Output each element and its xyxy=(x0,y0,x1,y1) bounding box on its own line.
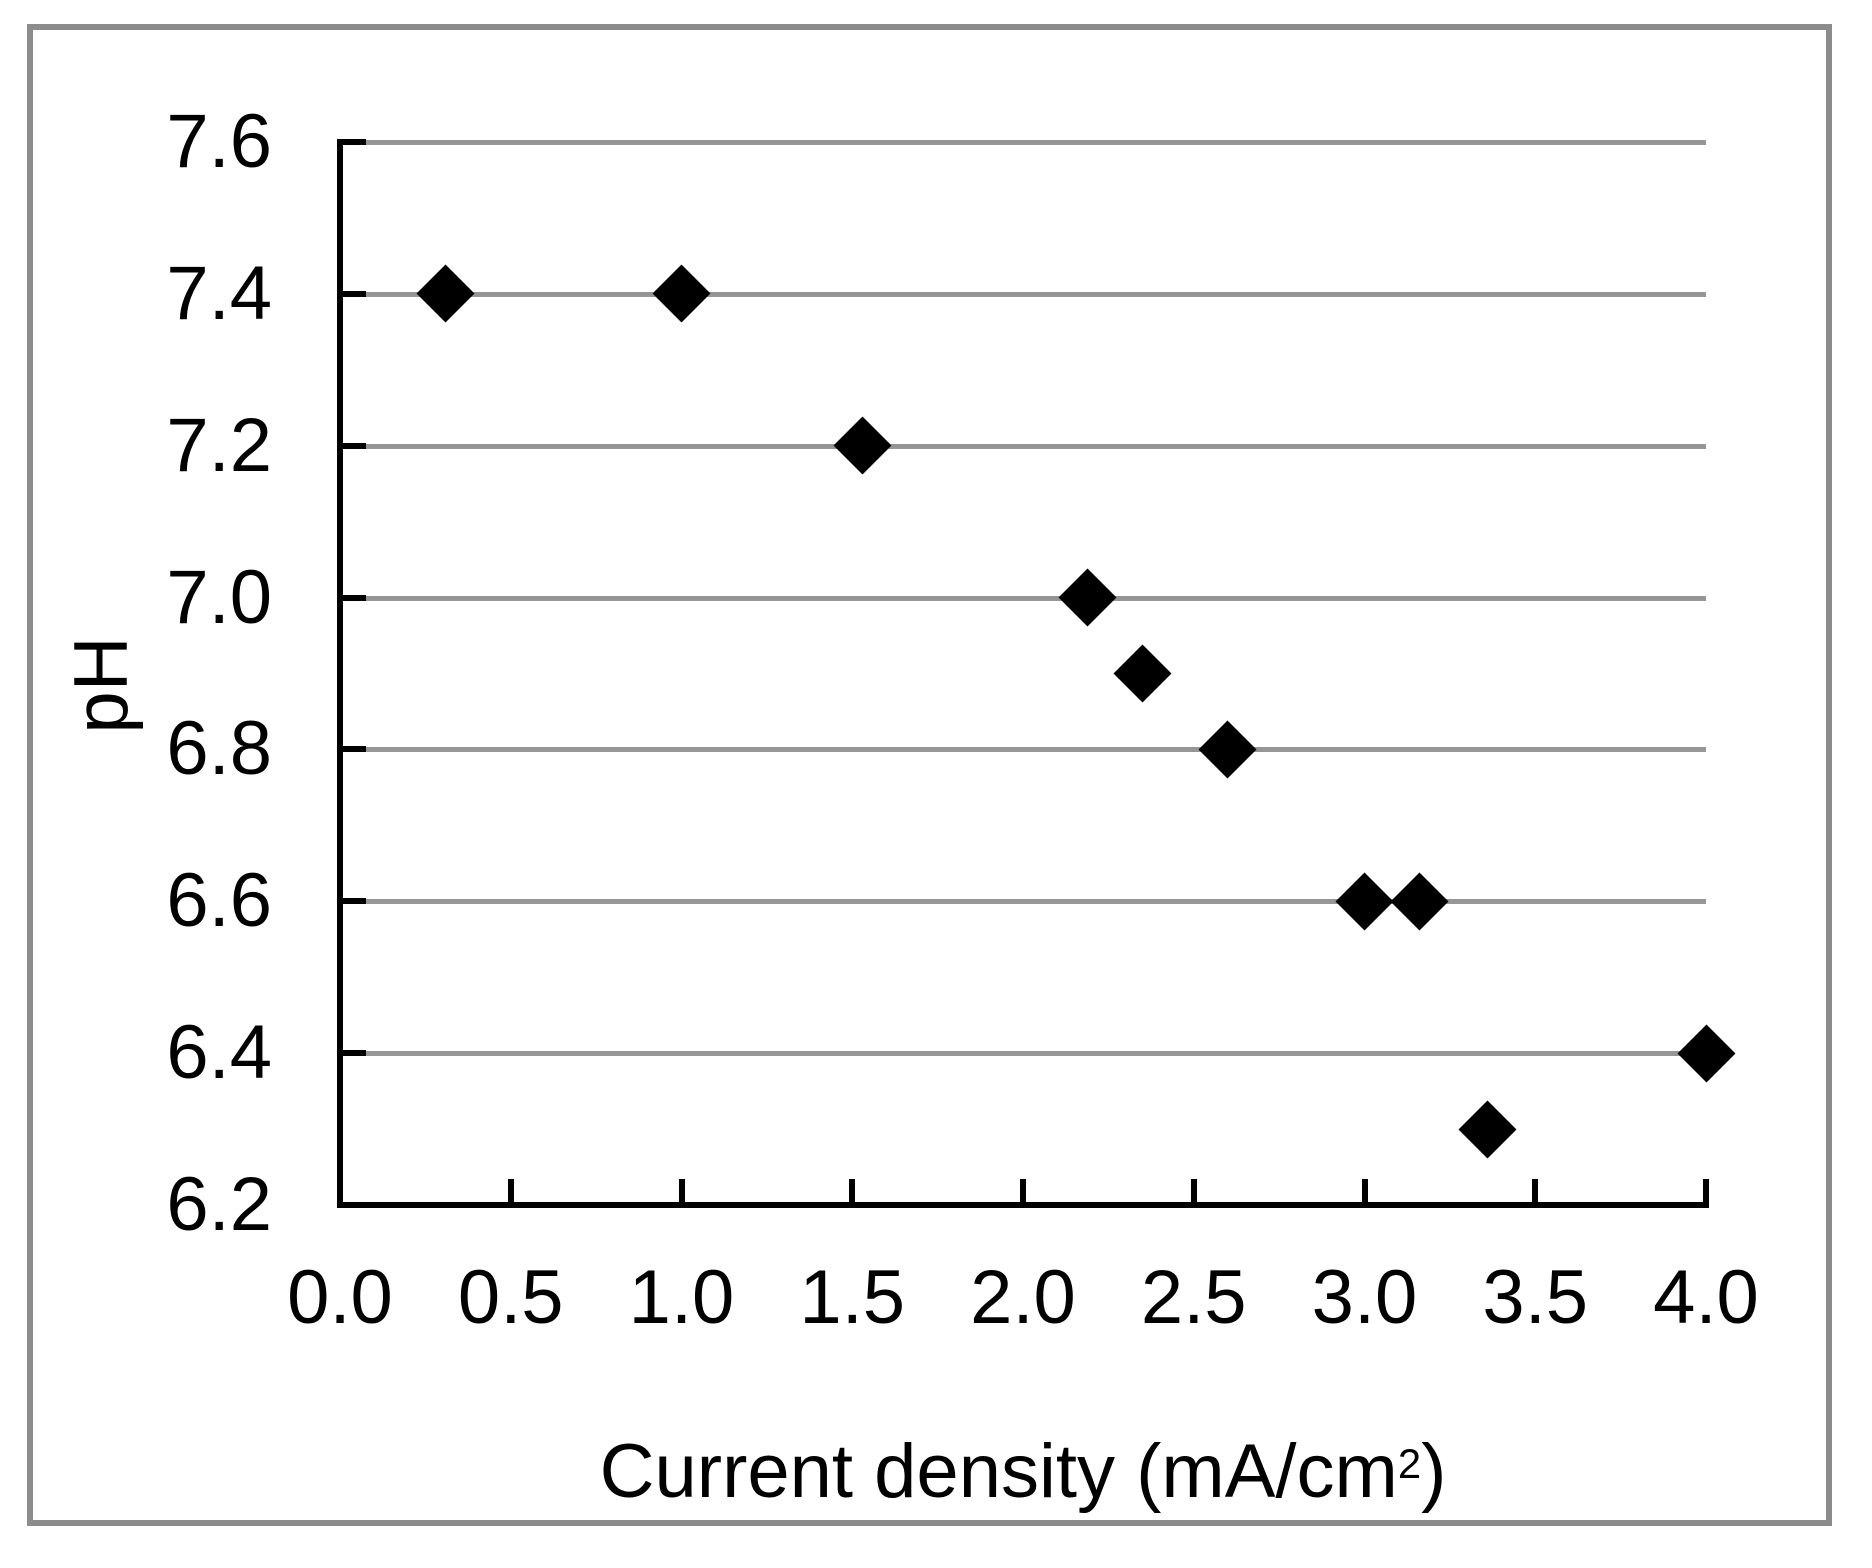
x-tick-label-1.0: 1.0 xyxy=(628,1255,735,1340)
y-tick-6.6 xyxy=(340,898,366,905)
x-tick-label-0.5: 0.5 xyxy=(457,1255,564,1340)
gridline-y-7.6 xyxy=(340,140,1706,145)
y-tick-6.4 xyxy=(340,1050,366,1057)
x-tick-label-0.0: 0.0 xyxy=(287,1255,393,1340)
y-tick-7.4 xyxy=(340,290,366,297)
x-tick-1.0 xyxy=(678,1179,685,1205)
y-tick-label-6.8: 6.8 xyxy=(166,706,272,792)
x-tick-0.5 xyxy=(507,1179,514,1205)
gridline-y-6.4 xyxy=(340,1051,1706,1057)
x-axis-line xyxy=(337,1202,1709,1208)
x-tick-0.0 xyxy=(337,1179,343,1205)
gridline-y-7.0 xyxy=(340,595,1706,601)
x-tick-label-2.0: 2.0 xyxy=(970,1255,1076,1340)
y-tick-label-6.4: 6.4 xyxy=(166,1010,272,1096)
y-tick-7.0 xyxy=(340,594,366,601)
y-tick-6.8 xyxy=(340,746,366,753)
x-tick-4.0 xyxy=(1703,1179,1709,1205)
y-tick-7.2 xyxy=(340,442,366,449)
y-tick-7.6 xyxy=(340,139,366,145)
y-tick-label-7.4: 7.4 xyxy=(166,250,272,336)
gridline-y-7.4 xyxy=(340,291,1706,297)
y-tick-6.2 xyxy=(340,1202,366,1208)
x-tick-3.0 xyxy=(1361,1179,1368,1205)
y-tick-label-6.6: 6.6 xyxy=(166,858,272,944)
x-axis-title-superscript: 2 xyxy=(1397,1440,1422,1488)
x-tick-3.5 xyxy=(1532,1179,1539,1205)
chart-frame xyxy=(27,24,1832,1526)
y-tick-label-7.6: 7.6 xyxy=(166,99,272,184)
x-tick-label-2.5: 2.5 xyxy=(1140,1255,1247,1340)
x-tick-2.5 xyxy=(1190,1179,1197,1205)
y-tick-label-7.0: 7.0 xyxy=(166,554,272,640)
x-axis-title-close-paren: ) xyxy=(1421,1429,1447,1514)
x-tick-label-3.5: 3.5 xyxy=(1482,1255,1589,1340)
gridline-y-7.2 xyxy=(340,443,1706,449)
x-axis-title-text: Current density (mA/cm xyxy=(599,1429,1398,1514)
x-tick-label-1.5: 1.5 xyxy=(799,1255,906,1340)
y-axis-line xyxy=(337,139,343,1208)
x-tick-2.0 xyxy=(1020,1179,1026,1205)
x-tick-label-4.0: 4.0 xyxy=(1653,1255,1759,1340)
y-axis-title: pH xyxy=(59,636,144,734)
x-tick-label-3.0: 3.0 xyxy=(1311,1255,1418,1340)
gridline-y-6.6 xyxy=(340,899,1706,905)
x-tick-1.5 xyxy=(849,1179,856,1205)
x-axis-title: Current density (mA/cm2) xyxy=(340,1432,1706,1512)
gridline-y-6.8 xyxy=(340,747,1706,753)
y-tick-label-7.2: 7.2 xyxy=(166,402,272,488)
y-tick-label-6.2: 6.2 xyxy=(166,1162,272,1247)
